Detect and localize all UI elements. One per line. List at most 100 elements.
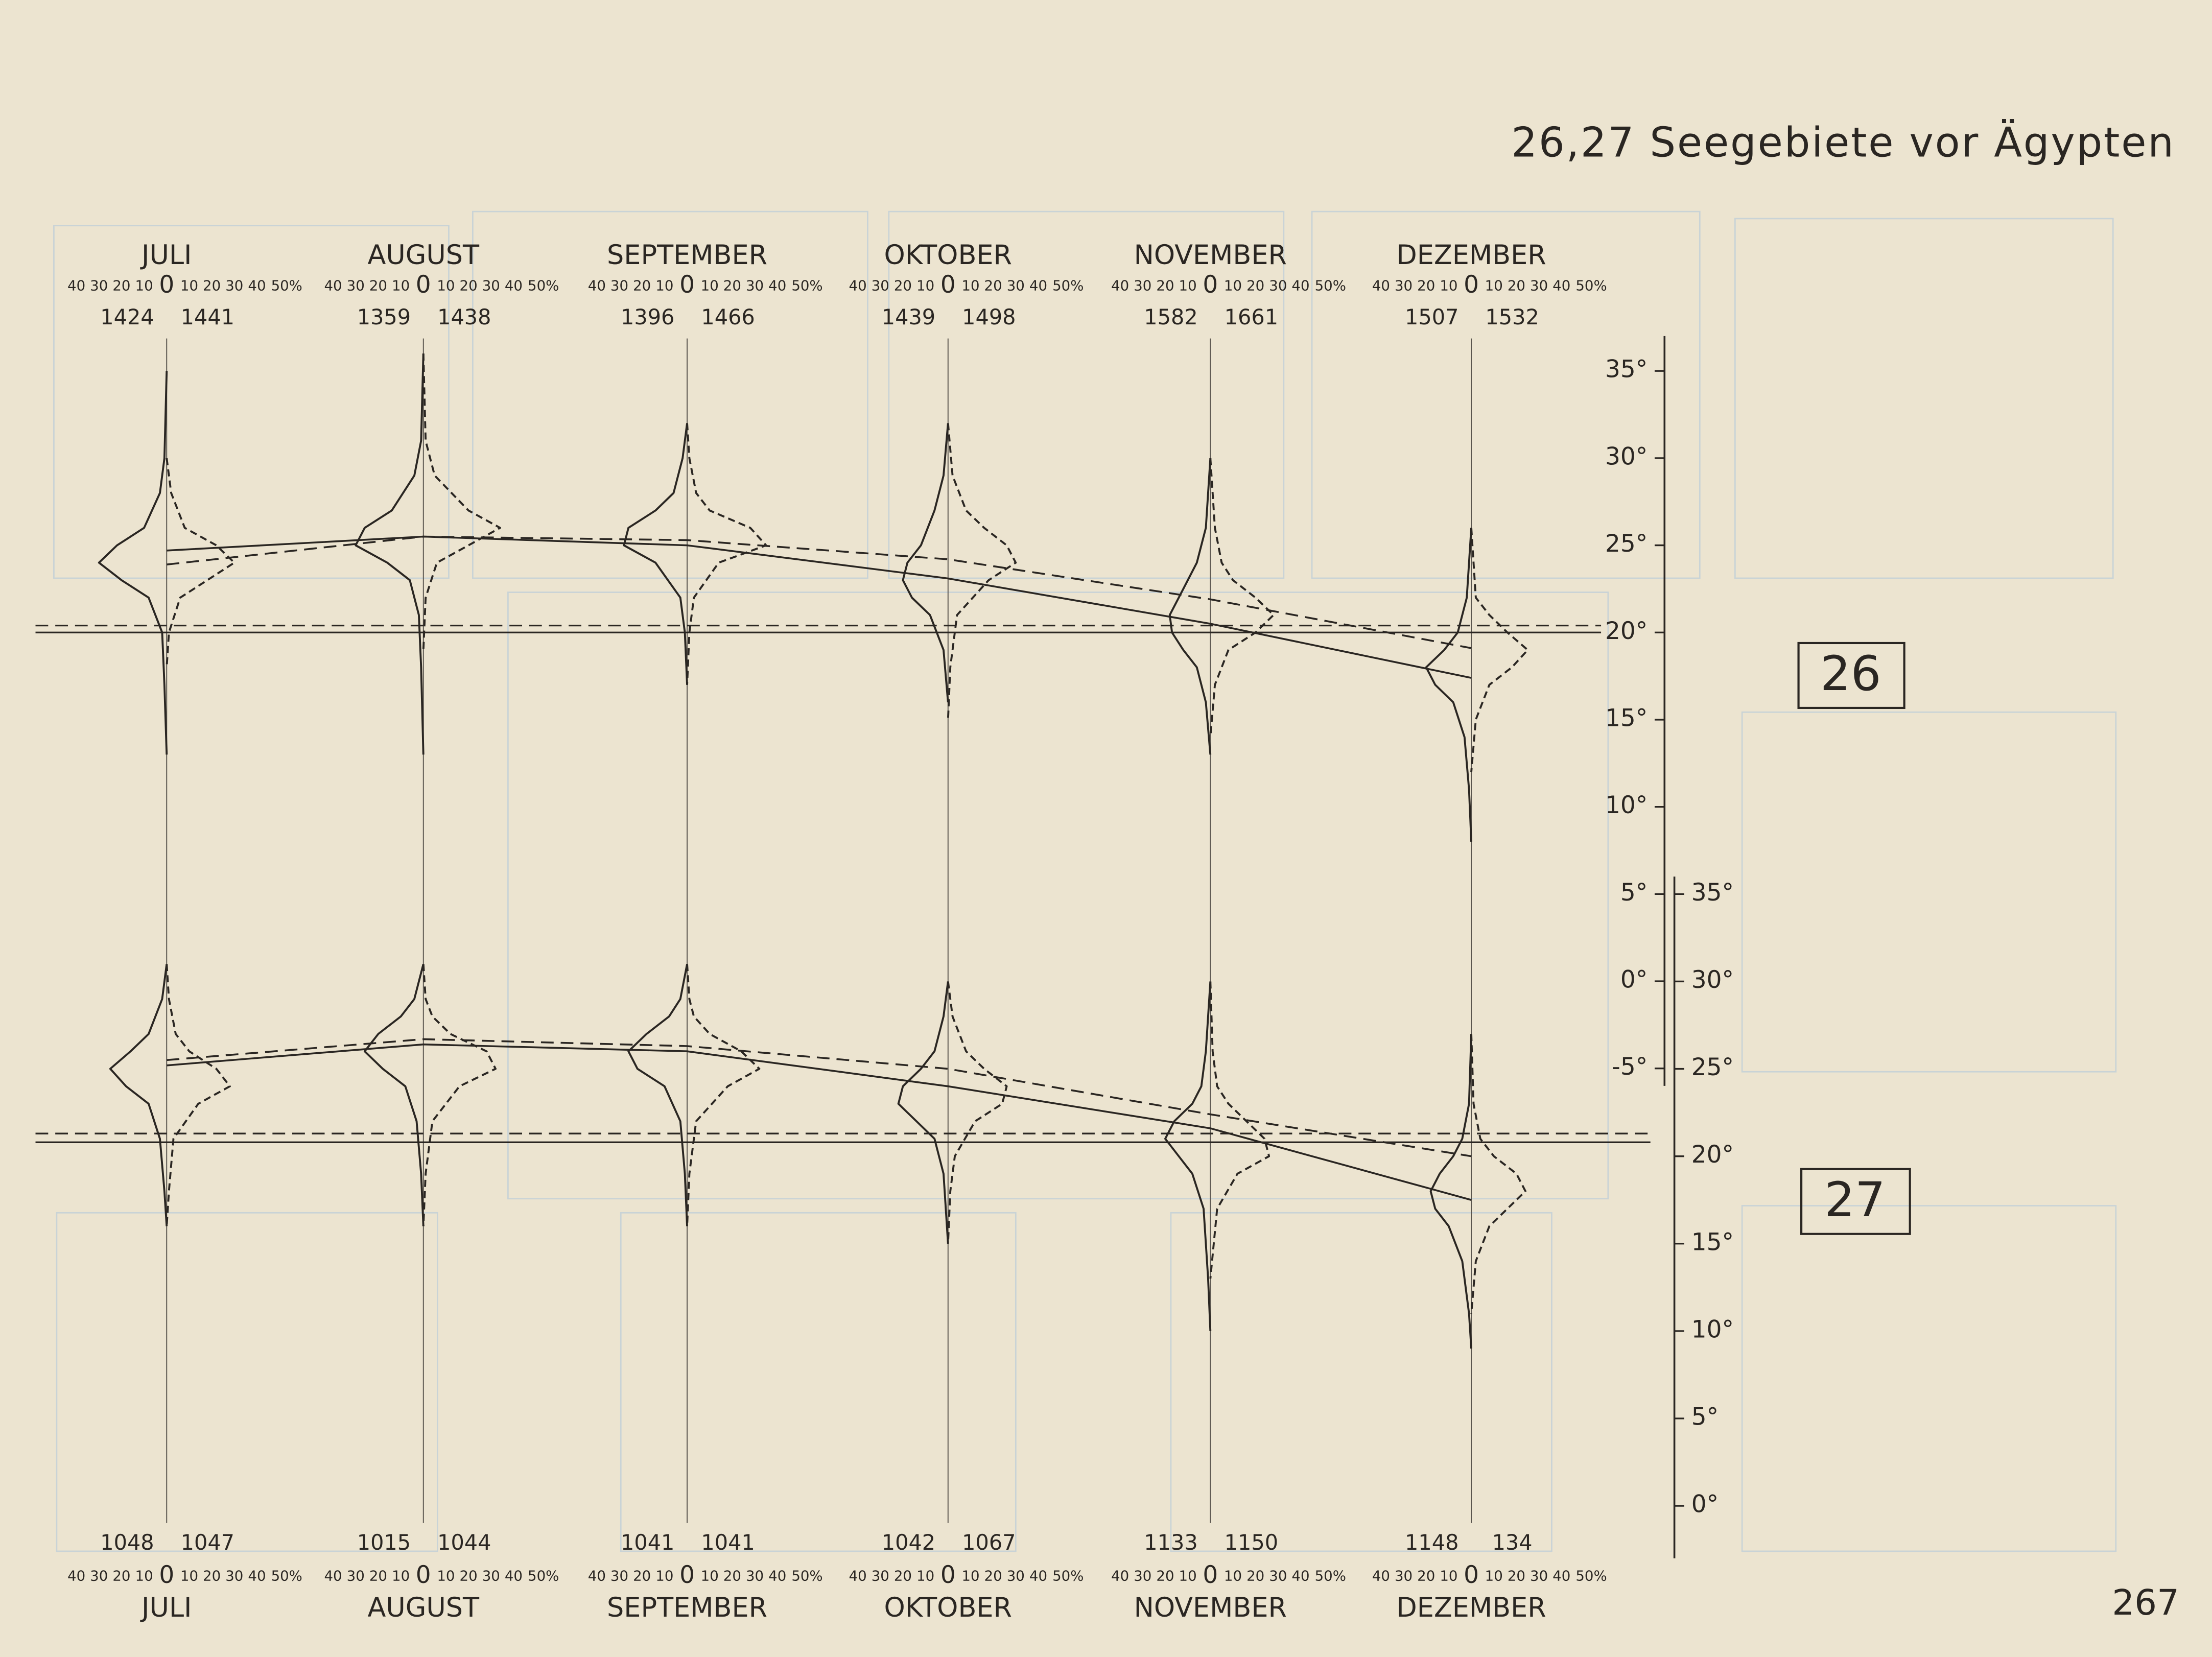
panel-box: [1797, 642, 1905, 709]
pct-tick-label: 50%: [271, 1568, 302, 1584]
pct-tick-label: 40: [768, 277, 786, 294]
pct-tick-label: 30: [1395, 1568, 1413, 1584]
pct-tick-label: 0: [1464, 1561, 1479, 1589]
ghost-frame: [1311, 210, 1701, 579]
pct-tick-label: 10: [437, 277, 455, 294]
month-label: AUGUST: [367, 1592, 480, 1623]
panel-label: 26: [1820, 646, 1881, 702]
pct-tick-label: 0: [679, 1561, 695, 1589]
y-tick-label: 30°: [1691, 966, 1734, 994]
count-label: 1438: [437, 305, 491, 329]
pct-tick-label: 0: [416, 271, 431, 299]
pct-tick-label: 10: [1440, 1568, 1457, 1584]
pct-tick-label: 40: [588, 277, 606, 294]
pct-tick-label: 20: [203, 1568, 221, 1584]
pct-tick-label: 20: [723, 1568, 741, 1584]
pct-tick-label: 10: [180, 1568, 198, 1584]
month-label: JULI: [140, 1592, 192, 1623]
pct-tick-label: 20: [894, 277, 912, 294]
pct-tick-label: 20: [894, 1568, 912, 1584]
pct-tick-label: 30: [347, 1568, 365, 1584]
distribution-profile: [1164, 981, 1212, 1332]
pct-tick-label: 30: [482, 1568, 500, 1584]
month-label: SEPTEMBER: [607, 240, 767, 271]
pct-tick-label: 20: [112, 1568, 130, 1584]
mean-line: [167, 1038, 1472, 1157]
pct-tick-label: 40: [67, 277, 85, 294]
pct-tick-label: 40: [1372, 277, 1390, 294]
pct-tick-label: 30: [1134, 1568, 1151, 1584]
pct-tick-label: 20: [1417, 277, 1435, 294]
pct-tick-label: 30: [225, 1568, 243, 1584]
pct-tick-label: 30: [872, 277, 889, 294]
ghost-frame: [472, 210, 868, 579]
y-tick-label: 25°: [1691, 1053, 1734, 1081]
count-label: 1042: [882, 1530, 935, 1555]
pct-tick-label: 30: [610, 1568, 628, 1584]
pct-tick-label: 10: [701, 1568, 719, 1584]
pct-tick-label: 50%: [791, 1568, 822, 1584]
panel-label: 27: [1824, 1172, 1885, 1228]
count-label: 1507: [1405, 305, 1458, 329]
pct-tick-label: 0: [159, 1561, 174, 1589]
ghost-frame: [507, 591, 1609, 1200]
pct-tick-label: 30: [1530, 277, 1548, 294]
distribution-profile: [109, 964, 168, 1226]
pct-tick-label: 30: [225, 277, 243, 294]
pct-tick-label: 40: [324, 277, 342, 294]
pct-tick-label: 40: [1029, 1568, 1047, 1584]
y-tick-label: 20°: [1605, 617, 1648, 645]
pct-tick-label: 30: [90, 277, 108, 294]
distribution-profile: [623, 423, 688, 685]
distribution-profile: [1470, 528, 1529, 772]
ghost-frame: [1741, 711, 2117, 1073]
mean-line: [167, 535, 1472, 649]
y-tick-label: 30°: [1605, 442, 1648, 470]
pct-tick-label: 0: [1203, 271, 1218, 299]
pct-tick-label: 40: [1291, 1568, 1309, 1584]
y-tick-label: 5°: [1691, 1403, 1719, 1431]
panel-box: [1800, 1168, 1911, 1235]
count-label: 1661: [1225, 305, 1278, 329]
ghost-frame: [1734, 218, 2114, 579]
distribution-profile: [686, 964, 761, 1226]
pct-tick-label: 10: [655, 1568, 673, 1584]
distribution-profile: [686, 423, 767, 685]
pct-tick-label: 40: [1552, 1568, 1570, 1584]
bleed-through: [53, 210, 2117, 1552]
count-label: 1041: [621, 1530, 674, 1555]
count-label: 1044: [437, 1530, 491, 1555]
pct-tick-label: 10: [392, 1568, 410, 1584]
pct-tick-label: 10: [180, 277, 198, 294]
pct-tick-label: 40: [1111, 277, 1129, 294]
month-label: AUGUST: [367, 240, 480, 271]
pct-tick-label: 30: [746, 277, 764, 294]
month-label: OKTOBER: [884, 1592, 1012, 1623]
pct-tick-label: 0: [940, 1561, 956, 1589]
count-label: 1359: [357, 305, 411, 329]
count-label: 1015: [357, 1530, 411, 1555]
y-tick-label: 20°: [1691, 1141, 1734, 1169]
distribution-profile: [98, 371, 168, 755]
pct-tick-label: 0: [416, 1561, 431, 1589]
distribution-profile: [902, 423, 949, 703]
pct-tick-label: 40: [324, 1568, 342, 1584]
distribution-profile: [422, 964, 497, 1226]
pct-tick-label: 40: [1372, 1568, 1390, 1584]
pct-tick-label: 0: [940, 271, 956, 299]
pct-tick-label: 10: [1179, 277, 1197, 294]
distribution-profile: [627, 963, 688, 1226]
pct-tick-label: 30: [1134, 277, 1151, 294]
distribution-profile: [1425, 528, 1472, 842]
count-label: 1133: [1144, 1530, 1197, 1555]
pct-tick-label: 20: [984, 277, 1002, 294]
pct-tick-label: 20: [1156, 1568, 1174, 1584]
distribution-profile: [1168, 458, 1212, 755]
pct-tick-label: 40: [248, 277, 266, 294]
count-label: 1396: [621, 305, 674, 329]
y-tick-label: 5°: [1620, 879, 1648, 907]
y-tick-label: 15°: [1605, 704, 1648, 732]
ghost-frame: [56, 1212, 438, 1552]
